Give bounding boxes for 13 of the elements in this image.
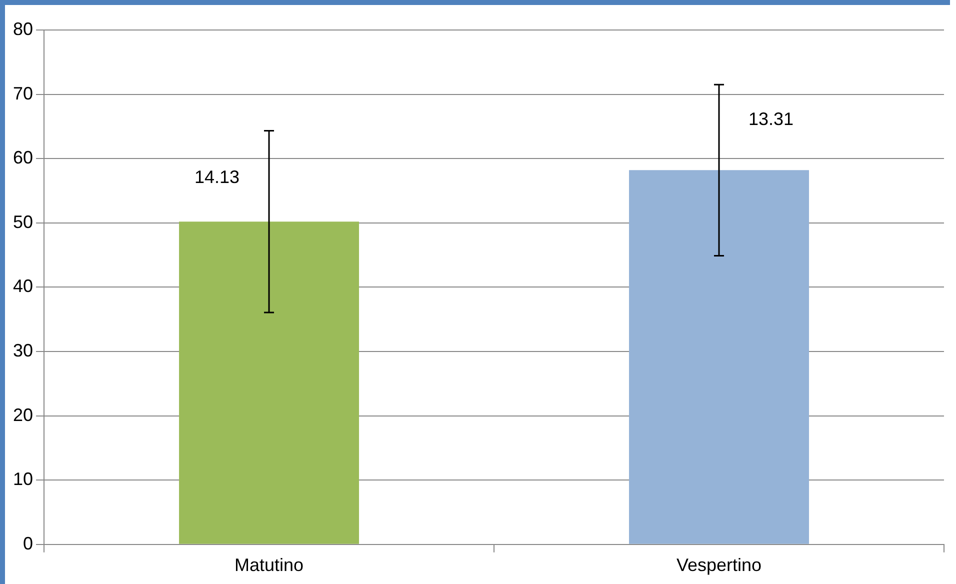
annotation: 14.13 [194,166,240,187]
y-tick-label: 60 [12,148,34,168]
y-tick-label: 80 [12,18,34,39]
x-tick-label: Vespertino [676,555,762,576]
annotation: 13.31 [748,108,794,129]
y-tick-label: 50 [12,212,34,232]
y-tick-label: 70 [12,83,34,104]
y-tick-label: 20 [12,404,34,425]
y-tick-label: 10 [12,469,34,490]
x-tick-label: Matutino [234,555,304,576]
y-tick-label: 40 [12,276,34,296]
y-tick-label: 0 [23,533,34,554]
y-tick-label: 30 [12,340,34,360]
